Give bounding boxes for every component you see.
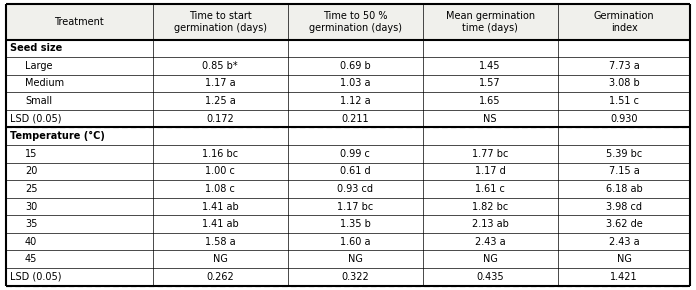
Text: 35: 35: [25, 219, 38, 229]
Text: LSD (0.05): LSD (0.05): [10, 272, 61, 282]
Text: 40: 40: [25, 237, 38, 247]
Text: 1.16 bc: 1.16 bc: [203, 149, 238, 159]
Text: 3.08 b: 3.08 b: [608, 79, 640, 88]
Text: 1.17 d: 1.17 d: [475, 166, 505, 176]
Text: 2.43 a: 2.43 a: [475, 237, 505, 247]
Text: Time to start
germination (days): Time to start germination (days): [174, 11, 267, 33]
Text: 1.51 c: 1.51 c: [609, 96, 639, 106]
Text: 1.421: 1.421: [610, 272, 638, 282]
Text: 30: 30: [25, 202, 38, 211]
Text: 1.45: 1.45: [480, 61, 501, 71]
Text: 1.08 c: 1.08 c: [205, 184, 235, 194]
Text: 1.41 ab: 1.41 ab: [202, 219, 239, 229]
Text: 0.69 b: 0.69 b: [340, 61, 370, 71]
Text: 1.82 bc: 1.82 bc: [472, 202, 508, 211]
Text: 1.60 a: 1.60 a: [340, 237, 370, 247]
Text: NG: NG: [348, 254, 363, 264]
Text: 0.61 d: 0.61 d: [340, 166, 370, 176]
Text: NG: NG: [482, 254, 498, 264]
Text: Mean germination
time (days): Mean germination time (days): [445, 11, 535, 33]
Text: 0.93 cd: 0.93 cd: [337, 184, 373, 194]
Text: 15: 15: [25, 149, 38, 159]
Text: 5.39 bc: 5.39 bc: [606, 149, 642, 159]
Text: 1.35 b: 1.35 b: [340, 219, 371, 229]
Text: 1.03 a: 1.03 a: [340, 79, 370, 88]
Text: LSD (0.05): LSD (0.05): [10, 114, 61, 124]
Text: 45: 45: [25, 254, 38, 264]
Text: 7.15 a: 7.15 a: [608, 166, 640, 176]
Text: Large: Large: [25, 61, 53, 71]
Text: 1.61 c: 1.61 c: [475, 184, 505, 194]
Text: 1.57: 1.57: [480, 79, 501, 88]
Text: 1.58 a: 1.58 a: [205, 237, 235, 247]
Text: 0.172: 0.172: [207, 114, 234, 124]
Text: 0.322: 0.322: [341, 272, 369, 282]
Text: 0.262: 0.262: [207, 272, 234, 282]
Text: 1.17 bc: 1.17 bc: [337, 202, 373, 211]
Text: 0.85 b*: 0.85 b*: [203, 61, 238, 71]
Text: 0.930: 0.930: [610, 114, 638, 124]
Bar: [6, 4, 690, 39]
Text: 1.12 a: 1.12 a: [340, 96, 370, 106]
Text: 0.99 c: 0.99 c: [340, 149, 370, 159]
Text: 1.17 a: 1.17 a: [205, 79, 235, 88]
Text: 1.00 c: 1.00 c: [205, 166, 235, 176]
Text: Treatment: Treatment: [54, 17, 104, 27]
Text: 2.13 ab: 2.13 ab: [472, 219, 509, 229]
Text: 6.18 ab: 6.18 ab: [606, 184, 642, 194]
Text: Small: Small: [25, 96, 52, 106]
Text: 1.25 a: 1.25 a: [205, 96, 236, 106]
Text: 3.98 cd: 3.98 cd: [606, 202, 642, 211]
Text: 25: 25: [25, 184, 38, 194]
Text: 1.77 bc: 1.77 bc: [472, 149, 508, 159]
Text: 1.41 ab: 1.41 ab: [202, 202, 239, 211]
Text: NS: NS: [483, 114, 497, 124]
Text: Time to 50 %
germination (days): Time to 50 % germination (days): [309, 11, 402, 33]
Text: 20: 20: [25, 166, 38, 176]
Text: 1.65: 1.65: [480, 96, 501, 106]
Text: NG: NG: [213, 254, 228, 264]
Text: Germination
index: Germination index: [594, 11, 654, 33]
Text: 2.43 a: 2.43 a: [609, 237, 640, 247]
Text: 0.211: 0.211: [341, 114, 369, 124]
Text: NG: NG: [617, 254, 631, 264]
Text: Medium: Medium: [25, 79, 64, 88]
Text: 3.62 de: 3.62 de: [606, 219, 642, 229]
Text: Seed size: Seed size: [10, 43, 62, 53]
Text: 7.73 a: 7.73 a: [608, 61, 640, 71]
Text: 0.435: 0.435: [476, 272, 504, 282]
Text: Temperature (°C): Temperature (°C): [10, 131, 104, 141]
